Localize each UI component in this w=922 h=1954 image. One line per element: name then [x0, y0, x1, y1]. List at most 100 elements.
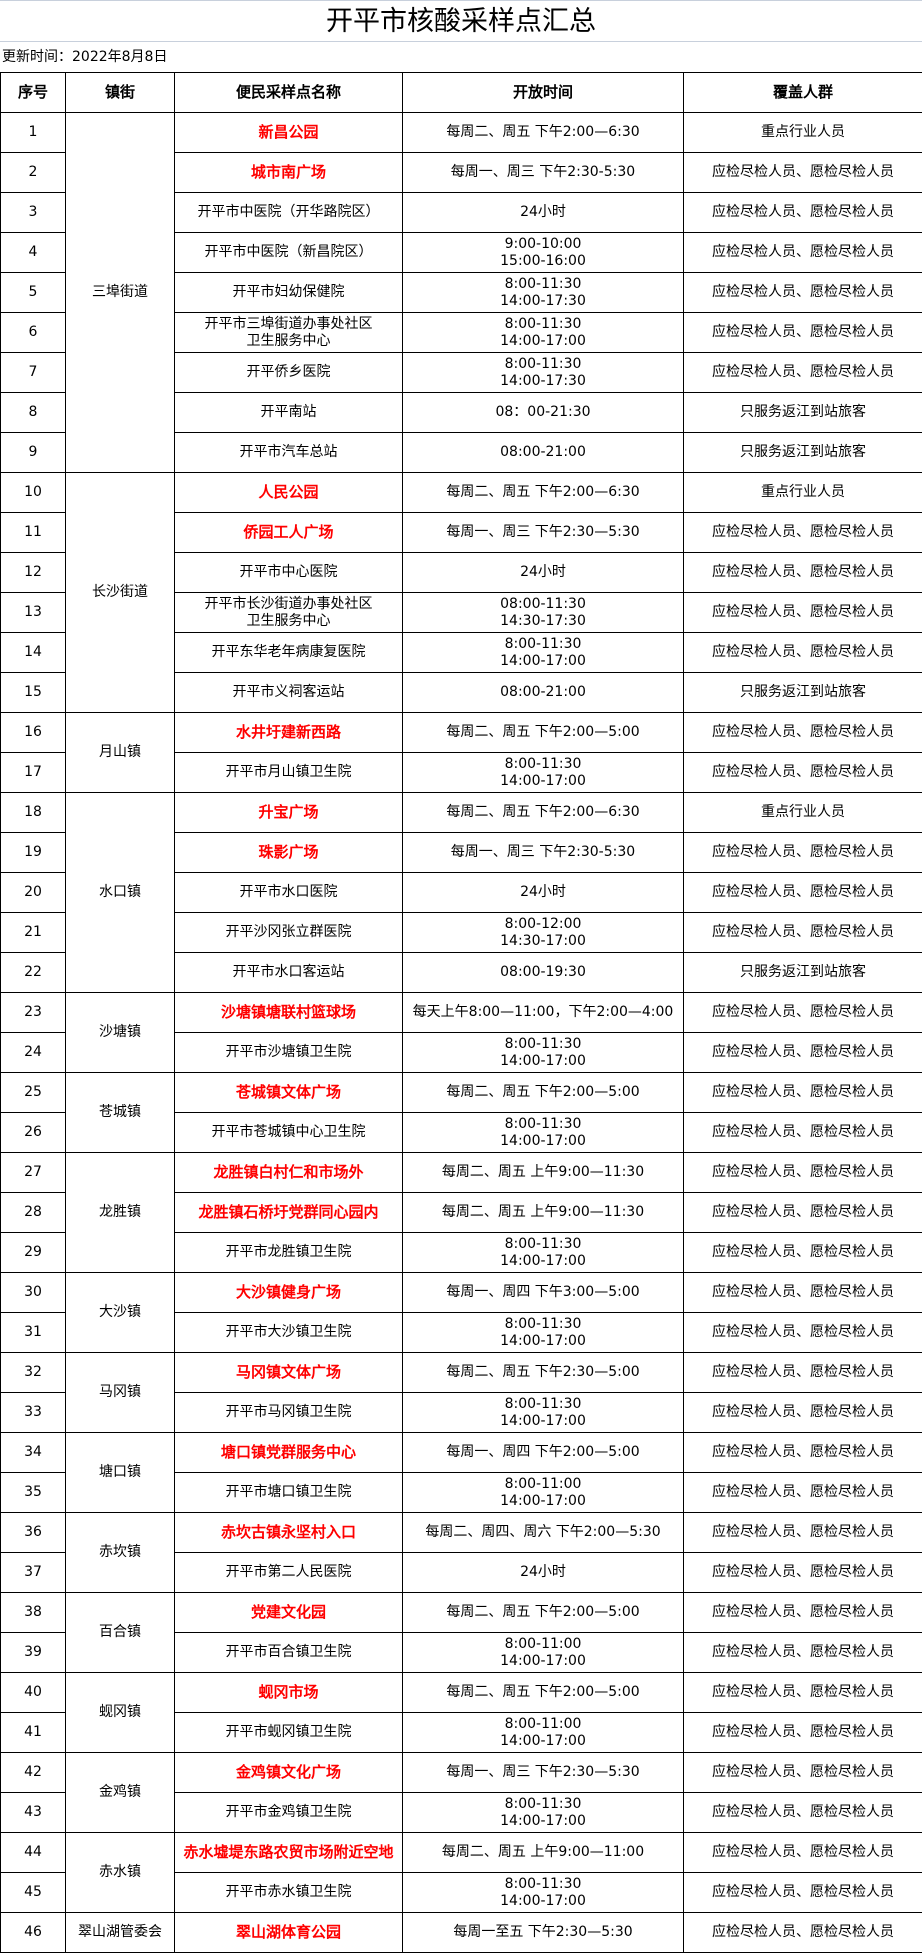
open-time: 08:00-21:00	[402, 432, 684, 473]
site-name: 开平市义祠客运站	[174, 672, 403, 713]
open-time: 每周一、周三 下午2:30-5:30	[402, 152, 684, 193]
table-row: 2 城市南广场 每周一、周三 下午2:30-5:30 应检尽检人员、愿检尽检人员	[0, 152, 922, 193]
coverage: 应检尽检人员、愿检尽检人员	[683, 992, 922, 1033]
open-time: 8:00-11:30 14:00-17:00	[402, 1232, 684, 1273]
open-time: 每周一、周三 下午2:30—5:30	[402, 512, 684, 553]
site-name: 开平市汽车总站	[174, 432, 403, 473]
table-row: 4 开平市中医院（新昌院区） 9:00-10:00 15:00-16:00 应检尽检人…	[0, 232, 922, 273]
town-cell: 大沙镇	[65, 1272, 175, 1353]
header-no: 序号	[0, 72, 66, 113]
row-number: 28	[0, 1192, 66, 1233]
row-number: 26	[0, 1112, 66, 1153]
open-time: 每周二、周五 下午2:00—6:30	[402, 472, 684, 513]
table-row: 46 翠山湖管委会 翠山湖体育公园 每周一至五 下午2:30—5:30 应检尽检人员、愿…	[0, 1912, 922, 1953]
coverage: 应检尽检人员、愿检尽检人员	[683, 192, 922, 233]
site-name: 开平市妇幼保健院	[174, 272, 403, 313]
table-row: 42 金鸡镇 金鸡镇文化广场 每周一、周三 下午2:30—5:30 应检尽检人员、愿检尽…	[0, 1752, 922, 1833]
row-number: 36	[0, 1512, 66, 1553]
open-time: 每周二、周五 下午2:00—6:30	[402, 792, 684, 833]
site-name: 开平市月山镇卫生院	[174, 752, 403, 793]
table-row: 3 开平市中医院（开华路院区） 24小时 应检尽检人员、愿检尽检人员	[0, 192, 922, 233]
site-name: 开平市水口医院	[174, 872, 403, 913]
open-time: 24小时	[402, 872, 684, 913]
row-number: 40	[0, 1672, 66, 1713]
table-row: 44 赤水镇 赤水墟堤东路农贸市场附近空地 每周二、周五 上午9:00—11:00 应检…	[0, 1832, 922, 1913]
row-number: 21	[0, 912, 66, 953]
table-row: 16 月山镇 水井圩建新西路 每周二、周五 下午2:00—5:00 应检尽检人员、愿检尽…	[0, 712, 922, 793]
row-number: 2	[0, 152, 66, 193]
table-row: 34 塘口镇 塘口镇党群服务中心 每周一、周四 下午2:00—5:00 应检尽检人员、愿…	[0, 1432, 922, 1513]
table-row: 31 开平市大沙镇卫生院 8:00-11:30 14:00-17:00 应检尽检人员、…	[0, 1312, 922, 1353]
row-number: 17	[0, 752, 66, 793]
coverage: 应检尽检人员、愿检尽检人员	[683, 1672, 922, 1713]
coverage: 应检尽检人员、愿检尽检人员	[683, 1472, 922, 1513]
open-time: 每周一、周三 下午2:30—5:30	[402, 1752, 684, 1793]
row-number: 34	[0, 1432, 66, 1473]
site-name: 开平市三埠街道办事处社区 卫生服务中心	[174, 312, 403, 353]
table-row: 36 赤坎镇 赤坎古镇永坚村入口 每周二、周四、周六 下午2:00—5:30 应检尽检人…	[0, 1512, 922, 1593]
table-row: 28 龙胜镇石桥圩党群同心园内 每周二、周五 上午9:00—11:30 应检尽检人员、…	[0, 1192, 922, 1233]
site-name: 开平市百合镇卫生院	[174, 1632, 403, 1673]
open-time: 每周二、周五 上午9:00—11:00	[402, 1832, 684, 1873]
site-name: 开平市水口客运站	[174, 952, 403, 993]
open-time: 8:00-11:30 14:00-17:30	[402, 352, 684, 393]
coverage: 应检尽检人员、愿检尽检人员	[683, 1112, 922, 1153]
coverage: 应检尽检人员、愿检尽检人员	[683, 1912, 922, 1953]
header-town: 镇街	[65, 72, 175, 113]
table-row: 43 开平市金鸡镇卫生院 8:00-11:30 14:00-17:00 应检尽检人员、…	[0, 1792, 922, 1833]
table-row: 39 开平市百合镇卫生院 8:00-11:00 14:00-17:00 应检尽检人员、…	[0, 1632, 922, 1673]
coverage: 应检尽检人员、愿检尽检人员	[683, 152, 922, 193]
table-row: 24 开平市沙塘镇卫生院 8:00-11:30 14:00-17:00 应检尽检人员、…	[0, 1032, 922, 1073]
open-time: 每周二、周五 下午2:00—5:00	[402, 1592, 684, 1633]
coverage: 应检尽检人员、愿检尽检人员	[683, 592, 922, 633]
table-row: 30 大沙镇 大沙镇健身广场 每周一、周四 下午3:00—5:00 应检尽检人员、愿检尽…	[0, 1272, 922, 1353]
site-name: 马冈镇文体广场	[174, 1352, 403, 1393]
site-name: 开平市大沙镇卫生院	[174, 1312, 403, 1353]
open-time: 每周二、周五 下午2:00—6:30	[402, 112, 684, 153]
row-number: 11	[0, 512, 66, 553]
open-time: 每周二、周五 下午2:00—5:00	[402, 1672, 684, 1713]
coverage: 应检尽检人员、愿检尽检人员	[683, 1072, 922, 1113]
open-time: 8:00-12:00 14:30-17:00	[402, 912, 684, 953]
coverage: 应检尽检人员、愿检尽检人员	[683, 312, 922, 353]
coverage: 应检尽检人员、愿检尽检人员	[683, 1752, 922, 1793]
row-number: 44	[0, 1832, 66, 1873]
open-time: 8:00-11:00 14:00-17:00	[402, 1632, 684, 1673]
coverage: 应检尽检人员、愿检尽检人员	[683, 1312, 922, 1353]
site-name: 开平市龙胜镇卫生院	[174, 1232, 403, 1273]
town-cell: 苍城镇	[65, 1072, 175, 1153]
site-name: 人民公园	[174, 472, 403, 513]
table-row: 8 开平南站 08：00-21:30 只服务返江到站旅客	[0, 392, 922, 433]
site-name: 新昌公园	[174, 112, 403, 153]
site-name: 翠山湖体育公园	[174, 1912, 403, 1953]
row-number: 7	[0, 352, 66, 393]
coverage: 应检尽检人员、愿检尽检人员	[683, 1632, 922, 1673]
open-time: 08:00-19:30	[402, 952, 684, 993]
row-number: 4	[0, 232, 66, 273]
table-row: 10 长沙街道 人民公园 每周二、周五 下午2:00—6:30 重点行业人员	[0, 472, 922, 713]
open-time: 8:00-11:30 14:00-17:00	[402, 1032, 684, 1073]
town-cell: 龙胜镇	[65, 1152, 175, 1273]
site-name: 侨园工人广场	[174, 512, 403, 553]
town-cell: 蚬冈镇	[65, 1672, 175, 1753]
row-number: 32	[0, 1352, 66, 1393]
site-name: 开平市第二人民医院	[174, 1552, 403, 1593]
site-name: 开平市苍城镇中心卫生院	[174, 1112, 403, 1153]
table-row: 27 龙胜镇 龙胜镇白村仁和市场外 每周二、周五 上午9:00—11:30 应检尽检人员…	[0, 1152, 922, 1273]
town-cell: 水口镇	[65, 792, 175, 993]
table-row: 11 侨园工人广场 每周一、周三 下午2:30—5:30 应检尽检人员、愿检尽检人员	[0, 512, 922, 553]
site-name: 赤坎古镇永坚村入口	[174, 1512, 403, 1553]
coverage: 应检尽检人员、愿检尽检人员	[683, 1592, 922, 1633]
row-number: 18	[0, 792, 66, 833]
open-time: 8:00-11:00 14:00-17:00	[402, 1472, 684, 1513]
town-cell: 三埠街道	[65, 112, 175, 473]
row-number: 1	[0, 112, 66, 153]
row-number: 5	[0, 272, 66, 313]
table-row: 15 开平市义祠客运站 08:00-21:00 只服务返江到站旅客	[0, 672, 922, 713]
row-number: 41	[0, 1712, 66, 1753]
open-time: 8:00-11:30 14:00-17:00	[402, 752, 684, 793]
open-time: 每天上午8:00—11:00，下午2:00—4:00	[402, 992, 684, 1033]
row-number: 15	[0, 672, 66, 713]
site-name: 开平市塘口镇卫生院	[174, 1472, 403, 1513]
row-number: 29	[0, 1232, 66, 1273]
